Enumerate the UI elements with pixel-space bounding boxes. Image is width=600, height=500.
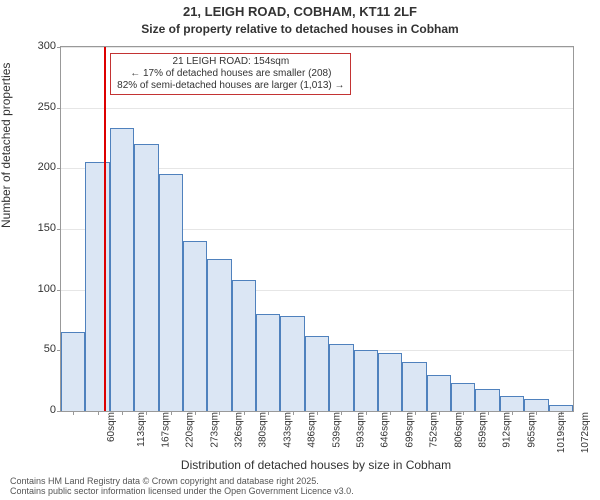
x-tick-label: 220sqm [185, 412, 196, 448]
chart-title: 21, LEIGH ROAD, COBHAM, KT11 2LF [0, 4, 600, 19]
x-tick-label: 380sqm [258, 412, 269, 448]
histogram-bar [61, 332, 85, 411]
x-tick-mark [98, 411, 99, 415]
histogram-bar [427, 375, 451, 411]
x-tick-label: 806sqm [453, 412, 464, 448]
gridline [61, 47, 573, 48]
y-tick-mark [57, 411, 61, 412]
property-marker-line [104, 47, 106, 411]
footnote: Contains HM Land Registry data © Crown c… [10, 476, 354, 496]
x-tick-label: 539sqm [331, 412, 342, 448]
x-tick-label: 1019sqm [556, 412, 567, 453]
x-tick-label: 859sqm [477, 412, 488, 448]
x-tick-label: 912sqm [502, 412, 513, 448]
x-tick-label: 593sqm [356, 412, 367, 448]
annotation-line: ← 17% of detached houses are smaller (20… [117, 68, 344, 80]
histogram-bar [354, 350, 378, 411]
x-tick-label: 1072sqm [581, 412, 592, 453]
gridline [61, 108, 573, 109]
y-tick-label: 0 [16, 404, 56, 416]
histogram-bar [305, 336, 329, 411]
histogram-bar [183, 241, 207, 411]
histogram-bar [280, 316, 304, 411]
y-tick-mark [57, 290, 61, 291]
annotation-line: 82% of semi-detached houses are larger (… [117, 80, 344, 92]
footnote-line-2: Contains public sector information licen… [10, 486, 354, 496]
histogram-bar [207, 259, 231, 411]
y-tick-label: 200 [16, 161, 56, 173]
y-tick-mark [57, 47, 61, 48]
footnote-line-1: Contains HM Land Registry data © Crown c… [10, 476, 354, 486]
y-tick-mark [57, 229, 61, 230]
y-tick-mark [57, 168, 61, 169]
histogram-bar [378, 353, 402, 411]
x-tick-label: 326sqm [234, 412, 245, 448]
histogram-bar [451, 383, 475, 411]
x-tick-label: 273sqm [209, 412, 220, 448]
x-tick-mark [73, 411, 74, 415]
histogram-bar [110, 128, 134, 411]
y-tick-label: 50 [16, 343, 56, 355]
y-tick-mark [57, 108, 61, 109]
x-tick-label: 752sqm [429, 412, 440, 448]
histogram-bar [475, 389, 499, 411]
x-tick-label: 699sqm [404, 412, 415, 448]
y-axis-label: Number of detached properties [0, 63, 13, 228]
x-tick-label: 113sqm [135, 412, 146, 447]
histogram-bar [524, 399, 548, 411]
annotation-line: 21 LEIGH ROAD: 154sqm [117, 56, 344, 68]
x-tick-label: 433sqm [282, 412, 293, 448]
x-tick-label: 167sqm [161, 412, 172, 448]
y-tick-label: 300 [16, 40, 56, 52]
x-axis-label: Distribution of detached houses by size … [60, 458, 572, 472]
histogram-bar [159, 174, 183, 411]
chart-subtitle: Size of property relative to detached ho… [0, 22, 600, 36]
x-tick-label: 646sqm [380, 412, 391, 448]
histogram-bar [329, 344, 353, 411]
y-tick-label: 100 [16, 283, 56, 295]
y-tick-label: 150 [16, 222, 56, 234]
annotation-box: 21 LEIGH ROAD: 154sqm← 17% of detached h… [110, 53, 351, 95]
x-tick-mark [122, 411, 123, 415]
x-tick-label: 486sqm [307, 412, 318, 448]
chart-container: 21, LEIGH ROAD, COBHAM, KT11 2LF Size of… [0, 0, 600, 500]
histogram-bar [500, 396, 524, 411]
histogram-bar [232, 280, 256, 411]
plot-area: 21 LEIGH ROAD: 154sqm← 17% of detached h… [60, 46, 574, 412]
histogram-bar [134, 144, 158, 411]
x-tick-label: 965sqm [526, 412, 537, 448]
histogram-bar [256, 314, 280, 411]
histogram-bar [402, 362, 426, 411]
x-tick-label: 60sqm [106, 412, 117, 442]
y-tick-label: 250 [16, 101, 56, 113]
